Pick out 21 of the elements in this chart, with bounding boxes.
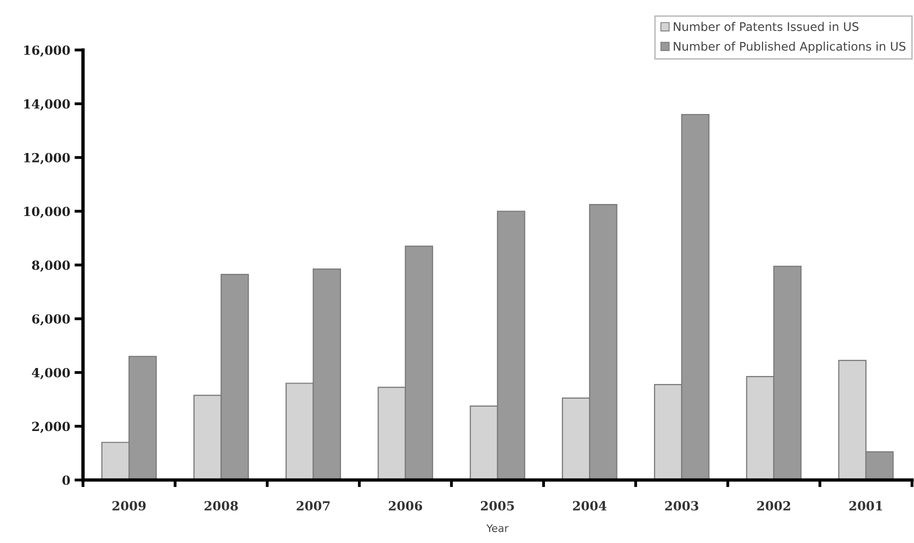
y-tick-label: 14,000: [24, 99, 70, 111]
y-tick-label: 8,000: [32, 260, 70, 272]
x-tick-label: 2008: [204, 501, 238, 511]
y-tick-label: 4,000: [32, 368, 70, 380]
y-tick-label: 10,000: [24, 206, 70, 218]
y-tick-label: 2,000: [32, 422, 70, 434]
x-tick-label: 2003: [665, 501, 698, 511]
y-tick-label: 0: [62, 475, 70, 485]
x-tick-label: 2005: [480, 501, 514, 511]
x-tick-label: 2004: [573, 501, 606, 511]
x-tick-label: 2002: [757, 501, 790, 511]
x-tick-label: 2009: [112, 501, 146, 511]
x-axis-title: Year: [486, 524, 509, 532]
y-tick-label: 12,000: [24, 152, 70, 164]
legend-label: Number of Patents Issued in US: [674, 22, 858, 32]
legend-label: Number of Published Applications in US: [674, 42, 906, 54]
y-tick-label: 16,000: [24, 45, 70, 57]
x-tick-label: 2007: [296, 501, 330, 511]
x-tick-label: 2001: [849, 501, 882, 511]
y-tick-label: 6,000: [32, 314, 70, 326]
x-tick-label: 2006: [388, 501, 422, 511]
